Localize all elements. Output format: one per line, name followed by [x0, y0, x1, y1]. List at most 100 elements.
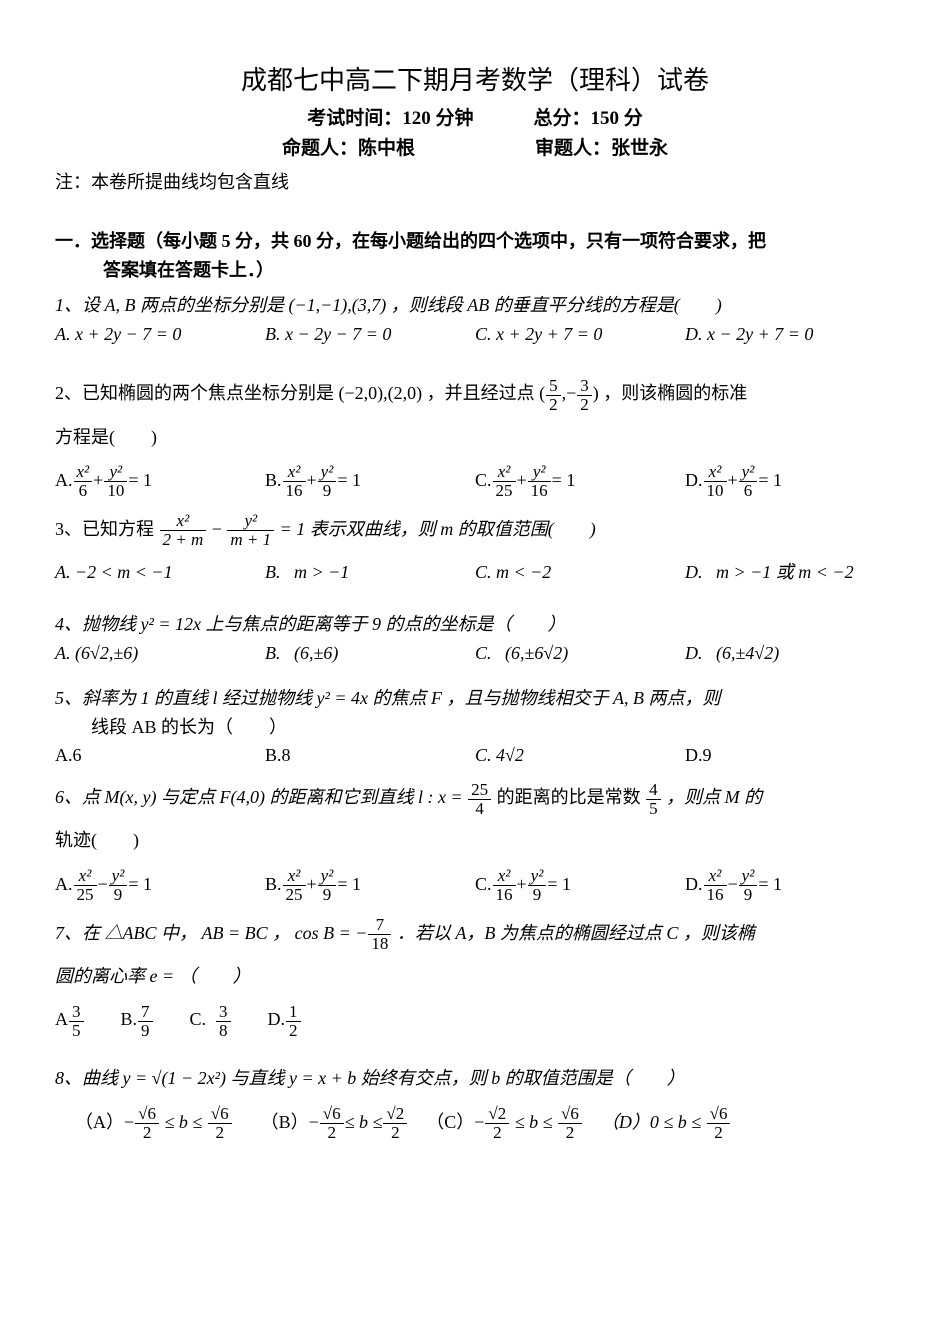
q7d-d: 2: [286, 1022, 301, 1040]
q5-opt-b: B.8: [265, 741, 475, 770]
section-1-heading: 一．选择题（每小题 5 分，共 60 分，在每小题给出的四个选项中，只有一项符合…: [55, 227, 895, 285]
q8c-pre: （C）−: [426, 1112, 484, 1132]
q7b-pre: B.: [121, 1009, 138, 1029]
q6-f1n: 25: [468, 781, 491, 800]
q6-f2d: 5: [646, 800, 661, 818]
q8a-pre: （A）−: [75, 1112, 134, 1132]
q4-stem: 4、抛物线 y² = 12x 上与焦点的距离等于 9 的点的坐标是（ ）: [55, 614, 566, 634]
q8b-pre: （B）−: [261, 1112, 319, 1132]
q2a-t1n: x²: [74, 463, 93, 482]
q8-opt-d: （D）0 ≤ b ≤ √62: [601, 1101, 732, 1144]
q3-t2d: m + 1: [227, 531, 274, 549]
q3-opt-c: C. m < −2: [475, 551, 685, 594]
score-label: 总分：150 分: [534, 108, 643, 129]
q6d-post: = 1: [758, 874, 782, 894]
q6c-t2n: y²: [528, 867, 547, 886]
q7-fd: 18: [368, 935, 391, 953]
q6b-t2d: 9: [318, 886, 337, 904]
q6d-sign: −: [728, 874, 738, 894]
q6d-pre: D.: [685, 874, 703, 894]
q2a-t2d: 10: [104, 482, 127, 500]
q2a-t2n: y²: [104, 463, 127, 482]
exam-authors: 命题人：陈中根 审题人：张世永: [55, 134, 895, 164]
q8b-2d: 2: [383, 1124, 407, 1142]
q2c-post: = 1: [552, 470, 576, 490]
q7d-pre: D.: [268, 1009, 286, 1029]
q6c-t1d: 16: [493, 886, 516, 904]
q2-opt-a: A.x²6+y²10= 1: [55, 459, 265, 502]
q2c-t2d: 16: [528, 482, 551, 500]
q3-opt-d: D. m > −1 或 m < −2: [685, 551, 895, 594]
q6d-t2d: 9: [739, 886, 758, 904]
q5-stem-l1: 5、斜率为 1 的直线 l 经过抛物线 y² = 4x 的焦点 F ，且与抛物线…: [55, 688, 721, 708]
q6b-t1d: 25: [283, 886, 306, 904]
q6b-t1n: x²: [283, 867, 306, 886]
q7-stem-l2: 圆的离心率 e = （ ）: [55, 966, 251, 986]
q6a-t1n: x²: [74, 867, 97, 886]
q7b-d: 9: [138, 1022, 153, 1040]
q8c-2d: 2: [558, 1124, 582, 1142]
q2d-t2d: 6: [739, 482, 758, 500]
reviewer-label: 审题人：张世永: [535, 138, 668, 159]
q2c-t1d: 25: [493, 482, 516, 500]
q7a-pre: A: [55, 1009, 68, 1029]
q3-t1d: 2 + m: [160, 531, 207, 549]
q2d-t1d: 10: [704, 482, 727, 500]
q2b-pre: B.: [265, 470, 282, 490]
q8b-1d: 2: [320, 1124, 344, 1142]
q2-opt-c: C.x²25+y²16= 1: [475, 459, 685, 502]
q8-stem: 8、曲线 y = √(1 − 2x²) 与直线 y = x + b 始终有交点，…: [55, 1068, 685, 1088]
q4-opt-b: B. (6,±6): [265, 639, 475, 668]
question-3: 3、已知方程 x²2 + m − y²m + 1 = 1 表示双曲线，则 m 的…: [55, 508, 895, 594]
q5-opt-a: A.6: [55, 741, 265, 770]
q7a-d: 5: [69, 1022, 84, 1040]
q7-stem-post: ．若以 A，B 为焦点的椭圆经过点 C ，则该椭: [392, 923, 755, 943]
q2d-post: = 1: [758, 470, 782, 490]
q2-stem-post: ) ，则该椭圆的标准: [593, 383, 748, 403]
q6a-pre: A.: [55, 874, 73, 894]
q8a-2n: √6: [208, 1105, 232, 1124]
q6c-pre: C.: [475, 874, 492, 894]
question-6: 6、点 M(x, y) 与定点 F(4,0) 的距离和它到直线 l : x = …: [55, 776, 895, 906]
q8a-1n: √6: [135, 1105, 159, 1124]
q4-opt-c: C. (6,±6√2): [475, 639, 685, 668]
q2-p2n: 3: [577, 377, 592, 396]
q8d-d: 2: [707, 1124, 731, 1142]
question-8: 8、曲线 y = √(1 − 2x²) 与直线 y = x + b 始终有交点，…: [55, 1057, 895, 1143]
q2b-t1n: x²: [283, 463, 306, 482]
q6-opt-b: B.x²25+y²9= 1: [265, 863, 475, 906]
q2-p1d: 2: [546, 396, 561, 414]
q4-opt-a: A. (6√2,±6): [55, 639, 265, 668]
q7-opt-c: C. 38: [190, 998, 232, 1041]
q8a-mid: ≤ b ≤: [160, 1112, 207, 1132]
q8b-2n: √2: [383, 1105, 407, 1124]
q7c-pre: C.: [190, 1009, 216, 1029]
q6d-t2n: y²: [739, 867, 758, 886]
q2-p1n: 5: [546, 377, 561, 396]
question-7: 7、在 △ABC 中， AB = BC ， cos B = −718 ．若以 A…: [55, 912, 895, 1042]
q2b-t2n: y²: [318, 463, 337, 482]
q2-opt-b: B.x²16+y²9= 1: [265, 459, 475, 502]
q6c-sign: +: [517, 874, 527, 894]
q6b-sign: +: [307, 874, 317, 894]
q3-t2n: y²: [227, 512, 274, 531]
q6-stem-post: ，则点 M 的: [662, 787, 763, 807]
exam-note: 注：本卷所提曲线均包含直线: [55, 168, 895, 197]
q2-stem-pre: 2、已知椭圆的两个焦点坐标分别是 (−2,0),(2,0) ，并且经过点 (: [55, 383, 545, 403]
author-label: 命题人：陈中根: [282, 138, 415, 159]
exam-subtitle: 考试时间：120 分钟 总分：150 分: [55, 104, 895, 134]
q2a-pre: A.: [55, 470, 73, 490]
q2a-post: = 1: [128, 470, 152, 490]
q8d-n: √6: [707, 1105, 731, 1124]
q2b-post: = 1: [337, 470, 361, 490]
question-2: 2、已知椭圆的两个焦点坐标分别是 (−2,0),(2,0) ，并且经过点 (52…: [55, 372, 895, 502]
time-label: 考试时间：120 分钟: [307, 108, 473, 129]
q4-opt-d: D. (6,±4√2): [685, 639, 895, 668]
q8a-2d: 2: [208, 1124, 232, 1142]
q1-opt-a: A. x + 2y − 7 = 0: [55, 320, 265, 349]
section-1-heading-l2: 答案填在答题卡上．）: [55, 256, 895, 285]
q7-fn: 7: [368, 916, 391, 935]
q7-stem-pre: 7、在 △ABC 中， AB = BC ， cos B = −: [55, 923, 367, 943]
q6-opt-c: C.x²16+y²9= 1: [475, 863, 685, 906]
section-1-heading-l1: 一．选择题（每小题 5 分，共 60 分，在每小题给出的四个选项中，只有一项符合…: [55, 231, 766, 251]
